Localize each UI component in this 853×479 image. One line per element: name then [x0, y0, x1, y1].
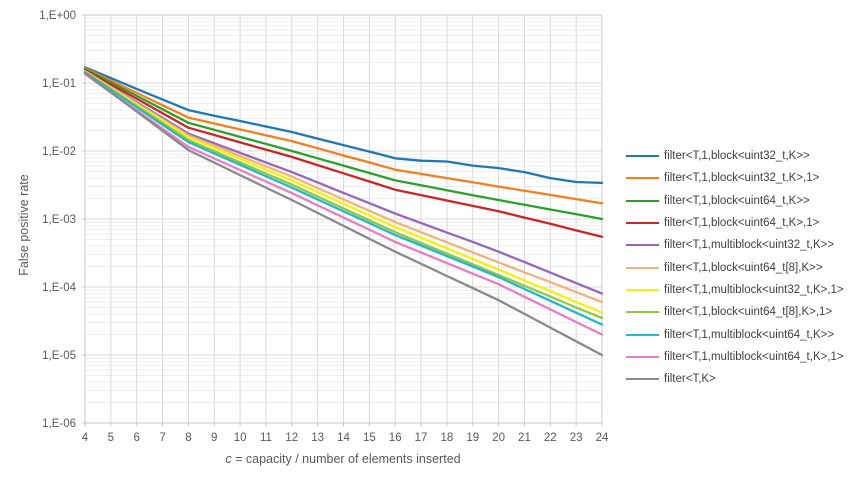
x-axis-title-variable: c	[225, 452, 232, 466]
x-axis-tick-label: 11	[260, 432, 272, 444]
legend-label: filter<T,1,block<uint32_t,K>>	[664, 150, 810, 163]
series-line	[83, 68, 604, 238]
series-line	[83, 66, 604, 185]
legend-label: filter<T,1,block<uint32_t,K>,1>	[664, 172, 820, 185]
legend-swatch	[626, 199, 659, 202]
legend-swatch	[626, 333, 659, 336]
x-axis-tick-label: 16	[389, 432, 402, 444]
legend-swatch	[626, 378, 659, 381]
x-axis-tick-label: 17	[415, 432, 428, 444]
legend-item: filter<T,1,multiblock<uint64_t,K>>	[626, 323, 844, 345]
legend-swatch	[626, 288, 659, 291]
y-axis-title: False positive rate	[17, 174, 31, 276]
y-axis-tick-label: 1,E+00	[39, 10, 76, 22]
x-axis-tick-label: 13	[311, 432, 324, 444]
series-line	[83, 71, 604, 357]
series-line	[83, 69, 604, 295]
x-axis-tick-label: 18	[441, 432, 454, 444]
y-axis-tick-label: 1,E-03	[42, 214, 76, 226]
legend-item: filter<T,1,block<uint64_t[8],K>,1>	[626, 301, 844, 323]
legend-swatch	[626, 266, 659, 269]
x-axis-tick-label: 19	[466, 432, 479, 444]
legend-label: filter<T,1,block<uint64_t,K>,1>	[664, 217, 820, 230]
legend-item: filter<T,K>	[626, 368, 844, 390]
x-axis-tick-label: 22	[544, 432, 557, 444]
y-axis-tick-label: 1,E-05	[42, 350, 76, 362]
x-axis-tick-label: 15	[363, 432, 376, 444]
y-axis-tick-label: 1,E-06	[42, 418, 76, 430]
y-axis-tick-label: 1,E-01	[42, 78, 76, 90]
legend-swatch	[626, 177, 659, 180]
x-axis-tick-label: 8	[185, 432, 191, 444]
legend-item: filter<T,1,block<uint64_t,K>>	[626, 190, 844, 212]
legend: filter<T,1,block<uint32_t,K>> filter<T,1,…	[626, 145, 844, 390]
legend-label: filter<T,1,block<uint64_t[8],K>>	[664, 261, 823, 274]
legend-item: filter<T,1,block<uint64_t[8],K>>	[626, 256, 844, 278]
series-line	[83, 67, 604, 221]
x-axis-tick-label: 14	[337, 432, 350, 444]
legend-swatch	[626, 311, 659, 314]
x-axis-tick-label: 12	[285, 432, 298, 444]
x-axis-tick-label: 5	[108, 432, 114, 444]
legend-item: filter<T,1,multiblock<uint64_t,K>,1>	[626, 346, 844, 368]
legend-item: filter<T,1,block<uint32_t,K>,1>	[626, 167, 844, 189]
x-axis-tick-label: 21	[518, 432, 531, 444]
series-line	[83, 71, 604, 326]
x-axis-tick-label: 9	[211, 432, 217, 444]
legend-item: filter<T,1,multiblock<uint32_t,K>,1>	[626, 279, 844, 301]
series-line	[83, 70, 604, 304]
x-axis-tick-label: 24	[596, 432, 609, 444]
legend-label: filter<T,K>	[664, 373, 716, 386]
legend-label: filter<T,1,multiblock<uint64_t,K>>	[664, 328, 835, 341]
legend-swatch	[626, 155, 659, 158]
legend-label: filter<T,1,block<uint64_t,K>>	[664, 194, 810, 207]
series-line	[83, 70, 604, 320]
y-axis-tick-label: 1,E-02	[42, 146, 76, 158]
legend-item: filter<T,1,block<uint32_t,K>>	[626, 145, 844, 167]
series-line	[83, 72, 604, 336]
x-axis-tick-label: 10	[234, 432, 247, 444]
x-axis-tick-label: 20	[492, 432, 505, 444]
legend-swatch	[626, 244, 659, 247]
legend-item: filter<T,1,block<uint64_t,K>,1>	[626, 212, 844, 234]
x-axis-tick-label: 7	[159, 432, 165, 444]
legend-label: filter<T,1,multiblock<uint32_t,K>,1>	[664, 283, 844, 296]
legend-label: filter<T,1,multiblock<uint64_t,K>,1>	[664, 350, 844, 363]
legend-item: filter<T,1,multiblock<uint32_t,K>>	[626, 234, 844, 256]
legend-swatch	[626, 222, 659, 225]
x-axis-title-text: = capacity / number of elements inserted	[231, 452, 461, 466]
x-axis-tick-label: 6	[133, 432, 139, 444]
x-axis-tick-label: 4	[82, 432, 89, 444]
x-axis-tick-label: 23	[570, 432, 583, 444]
legend-label: filter<T,1,block<uint64_t[8],K>,1>	[664, 306, 833, 319]
series-line	[83, 70, 604, 314]
legend-label: filter<T,1,multiblock<uint32_t,K>>	[664, 239, 835, 252]
series-line	[83, 67, 604, 205]
y-axis-tick-label: 1,E-04	[42, 282, 76, 294]
legend-swatch	[626, 355, 659, 358]
x-axis-title: c = capacity / number of elements insert…	[225, 452, 460, 466]
